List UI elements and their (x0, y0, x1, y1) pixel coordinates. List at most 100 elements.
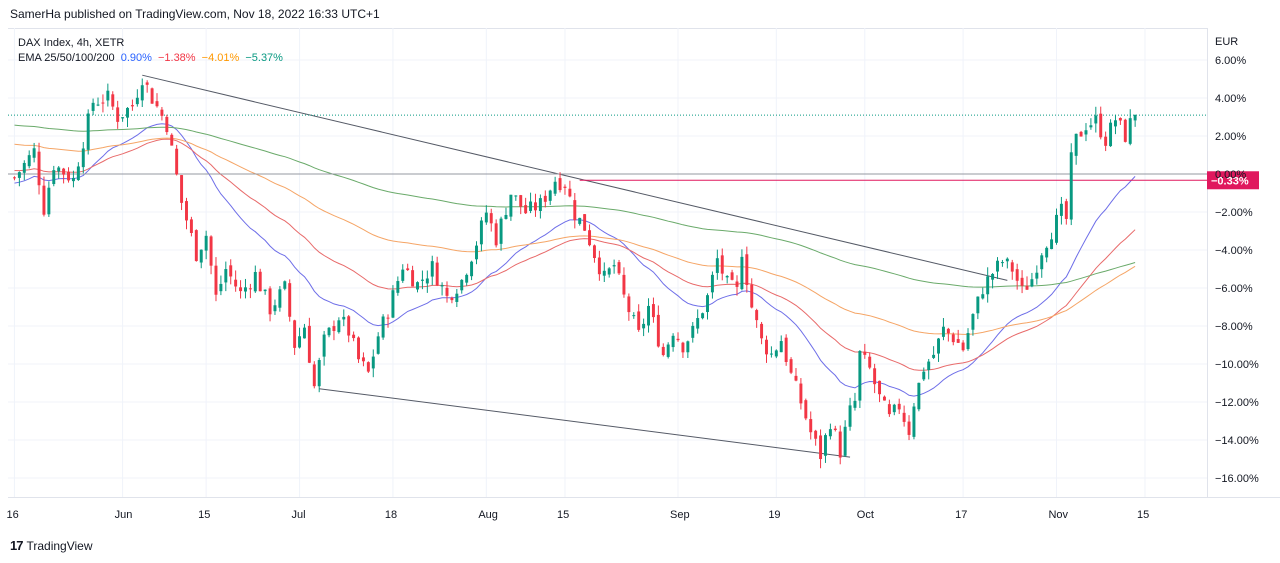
ema-line-100 (14, 137, 1136, 335)
x-tick-label: Oct (857, 509, 874, 521)
candle-body (774, 350, 778, 357)
candle-body (71, 177, 75, 182)
candle-body (981, 294, 985, 299)
candle-body (1109, 122, 1113, 147)
candle-body (696, 318, 700, 329)
candle-body (750, 284, 754, 308)
candle-body (956, 339, 960, 343)
candle-body (479, 220, 483, 245)
candle-body (578, 217, 582, 224)
candle-body (809, 419, 813, 433)
candle-body (17, 172, 21, 178)
candle-body (863, 351, 867, 355)
candle-body (499, 218, 503, 244)
candle-body (558, 178, 562, 191)
footer-brand[interactable]: 17 TradingView (10, 538, 93, 553)
candle-body (656, 314, 660, 347)
x-tick-label: 17 (955, 509, 967, 521)
candle-body (47, 187, 51, 215)
candle-body (740, 256, 744, 290)
candle-body (1123, 119, 1127, 142)
candle-body (1035, 272, 1039, 279)
candle-body (543, 195, 547, 202)
candle-body (932, 354, 936, 358)
candle-body (760, 323, 764, 339)
candle-body (691, 325, 695, 338)
y-tick-label: 6.00% (1215, 55, 1246, 67)
candle-body (1128, 118, 1132, 144)
candle-body (199, 249, 203, 263)
candle-body (686, 341, 690, 353)
candle-body (961, 342, 965, 351)
candle-body (563, 186, 567, 188)
candle-body (1059, 203, 1063, 216)
y-tick-label: 0.00% (1215, 169, 1246, 181)
candle-body (681, 342, 685, 353)
candle-body (941, 326, 945, 337)
candle-body (1025, 285, 1029, 290)
y-tick-label: −10.00% (1215, 359, 1259, 371)
candle-body (647, 305, 650, 326)
candle-body (130, 105, 134, 107)
candle-body (219, 283, 223, 292)
candle-body (1015, 269, 1019, 281)
candle-body (946, 328, 950, 334)
candle-body (996, 260, 999, 272)
candle-body (1084, 130, 1088, 135)
candle-body (86, 113, 90, 150)
candle-body (666, 344, 670, 357)
candle-body (819, 435, 823, 460)
candle-body (848, 405, 852, 427)
candle-body (794, 375, 798, 381)
candle-body (258, 271, 262, 292)
candle-body (121, 117, 125, 119)
candle-body (715, 258, 719, 273)
publish-info: SamerHa published on TradingView.com, No… (10, 7, 380, 21)
candle-body (450, 297, 454, 301)
candle-body (307, 325, 311, 363)
candle-body (57, 167, 61, 172)
chart-frame[interactable] (8, 28, 1207, 499)
candle-body (637, 311, 641, 330)
candle-body (651, 304, 655, 318)
candle-body (268, 288, 272, 315)
candle-body (529, 201, 533, 211)
x-tick-label: 15 (1137, 509, 1149, 521)
x-tick-label: 19 (768, 509, 780, 521)
candle-body (357, 337, 360, 360)
candle-body (907, 421, 911, 435)
candle-body (538, 198, 542, 211)
candle-body (229, 265, 233, 277)
candle-body (273, 305, 277, 312)
x-tick-label: Aug (478, 509, 498, 521)
candle-body (853, 400, 857, 408)
candle-body (401, 269, 405, 281)
candle-body (337, 320, 341, 333)
candle-body (386, 317, 390, 319)
candle-body (627, 296, 631, 313)
candle-body (927, 361, 931, 370)
candle-body (425, 278, 429, 284)
candle-body (873, 368, 877, 385)
candle-body (1099, 113, 1103, 138)
candle-body (116, 107, 120, 122)
candle-body (701, 313, 705, 319)
candle-body (504, 214, 508, 219)
upper-trendline (142, 74, 1008, 281)
candle-body (126, 107, 129, 118)
candle-body (828, 429, 832, 437)
candle-body (175, 148, 179, 175)
candle-body (514, 195, 518, 197)
candle-body (189, 219, 193, 233)
candle-body (27, 155, 31, 167)
candle-body (347, 316, 351, 336)
y-tick-label: −14.00% (1215, 435, 1259, 447)
candle-body (868, 356, 872, 368)
candle-body (966, 333, 970, 350)
candle-body (111, 94, 115, 107)
symbol-row[interactable]: DAX Index, 4h, XETR (18, 36, 286, 51)
ema-row[interactable]: EMA 25/50/100/200 0.90% −1.38% −4.01% −5… (18, 51, 286, 66)
candle-body (420, 279, 424, 281)
candle-body (882, 396, 886, 401)
